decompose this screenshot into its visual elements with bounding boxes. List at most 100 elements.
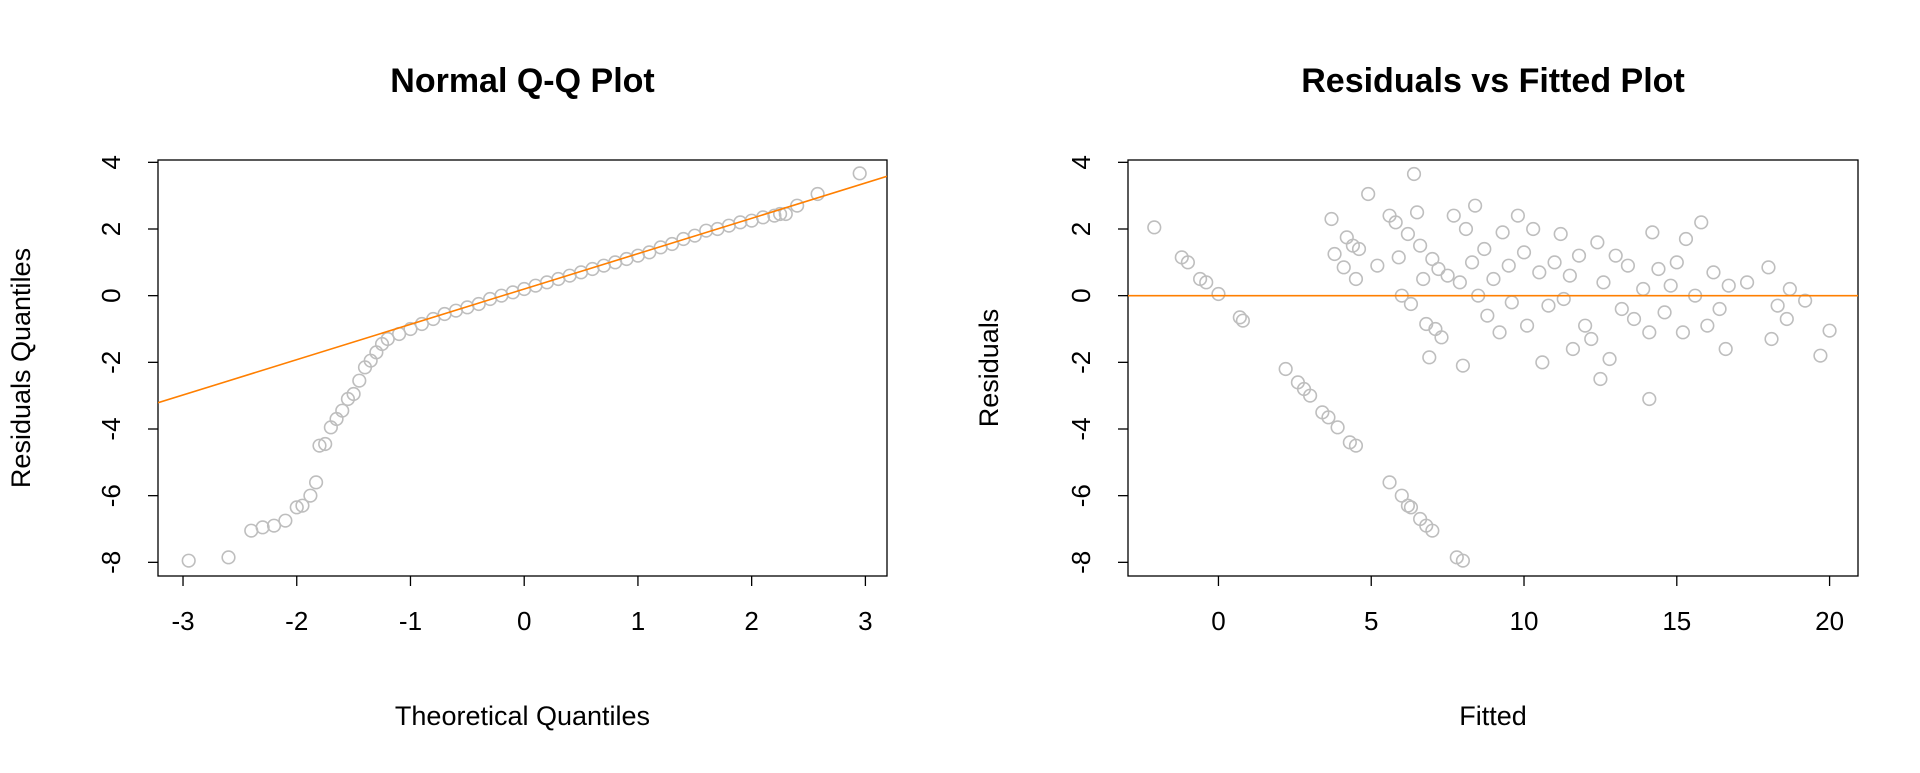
point bbox=[1657, 305, 1672, 320]
point bbox=[295, 498, 310, 513]
point bbox=[1351, 241, 1367, 257]
point bbox=[1278, 361, 1293, 377]
point bbox=[1532, 265, 1547, 280]
y-tick-label: -4 bbox=[96, 417, 126, 440]
point bbox=[1452, 275, 1467, 290]
point bbox=[346, 386, 361, 402]
point bbox=[1211, 286, 1226, 302]
point bbox=[1547, 255, 1562, 270]
x-tick-label: 2 bbox=[744, 606, 758, 636]
point bbox=[1409, 205, 1425, 220]
point bbox=[1721, 278, 1736, 293]
point bbox=[312, 438, 327, 453]
point bbox=[810, 186, 825, 202]
y-tick-label: 4 bbox=[96, 155, 126, 169]
point bbox=[266, 518, 282, 533]
y-tick-label: -2 bbox=[1066, 351, 1096, 374]
plot: Residuals vs Fitted Plot Fitted Residuals 0… bbox=[974, 62, 1859, 731]
point bbox=[852, 166, 867, 181]
point bbox=[1382, 475, 1397, 490]
point bbox=[1651, 261, 1666, 277]
point bbox=[1416, 271, 1431, 287]
point bbox=[1321, 410, 1336, 425]
point bbox=[1578, 318, 1593, 333]
point bbox=[1642, 325, 1657, 340]
x-tick-label: 0 bbox=[517, 606, 531, 636]
point bbox=[1440, 268, 1455, 283]
point bbox=[1571, 248, 1587, 263]
points bbox=[1128, 166, 1858, 568]
point bbox=[471, 296, 486, 312]
point bbox=[1596, 275, 1611, 290]
x-tick-label: -3 bbox=[171, 606, 194, 636]
point bbox=[1669, 255, 1684, 270]
point bbox=[1477, 241, 1492, 257]
x-tick-label: 15 bbox=[1662, 606, 1691, 636]
point bbox=[1391, 250, 1406, 265]
point bbox=[1678, 231, 1694, 247]
plot: Normal Q-Q Plot Theoretical Quantiles Resi… bbox=[6, 62, 888, 731]
point bbox=[1779, 311, 1794, 327]
point bbox=[1492, 325, 1507, 340]
point bbox=[1510, 208, 1526, 223]
point bbox=[1764, 331, 1779, 347]
point bbox=[1565, 341, 1581, 357]
point bbox=[380, 331, 395, 347]
point bbox=[318, 436, 333, 452]
point bbox=[1413, 238, 1428, 253]
y-axis-label: Residuals Quantiles bbox=[6, 248, 36, 488]
point bbox=[1425, 251, 1440, 267]
y-tick-label: 4 bbox=[1066, 155, 1096, 169]
point bbox=[335, 403, 350, 418]
point bbox=[1608, 248, 1623, 263]
point bbox=[308, 475, 324, 490]
y-tick-label: -2 bbox=[96, 351, 126, 374]
point bbox=[1458, 221, 1474, 237]
point bbox=[1324, 211, 1339, 227]
point bbox=[278, 513, 293, 528]
point bbox=[1663, 278, 1678, 293]
y-tick-label: 2 bbox=[96, 222, 126, 236]
y-axis-label: Residuals bbox=[974, 309, 1004, 428]
point bbox=[1422, 350, 1437, 365]
point bbox=[1348, 271, 1364, 287]
point bbox=[181, 553, 196, 568]
point bbox=[1330, 420, 1345, 435]
point bbox=[664, 236, 680, 252]
point bbox=[1822, 323, 1837, 338]
point bbox=[1327, 246, 1342, 262]
y-tick-label: -4 bbox=[1066, 417, 1096, 440]
point bbox=[1403, 500, 1419, 515]
point bbox=[733, 215, 748, 230]
point bbox=[352, 373, 367, 388]
point bbox=[1486, 271, 1501, 287]
point bbox=[1370, 258, 1385, 273]
point bbox=[1798, 293, 1813, 308]
point bbox=[1480, 308, 1495, 323]
point bbox=[1694, 215, 1709, 230]
point bbox=[1361, 186, 1376, 202]
point bbox=[1394, 488, 1409, 503]
chart-title: Residuals vs Fitted Plot bbox=[1301, 62, 1685, 100]
point bbox=[1495, 225, 1510, 240]
point bbox=[1593, 371, 1608, 387]
point bbox=[1303, 388, 1318, 403]
y-tick-label: -6 bbox=[1066, 484, 1096, 507]
x-tick-label: 20 bbox=[1815, 606, 1844, 636]
point bbox=[1232, 310, 1247, 325]
point bbox=[1501, 258, 1516, 273]
point bbox=[1455, 358, 1471, 373]
x-tick-label: 0 bbox=[1211, 606, 1225, 636]
point bbox=[1199, 275, 1214, 290]
point bbox=[289, 500, 304, 515]
point bbox=[687, 228, 702, 243]
point bbox=[403, 321, 418, 337]
point bbox=[1602, 351, 1617, 367]
point bbox=[767, 208, 782, 223]
point bbox=[1388, 215, 1403, 230]
point bbox=[1770, 298, 1785, 313]
x-tick-label: -1 bbox=[399, 606, 422, 636]
chart-title: Normal Q-Q Plot bbox=[390, 62, 654, 100]
